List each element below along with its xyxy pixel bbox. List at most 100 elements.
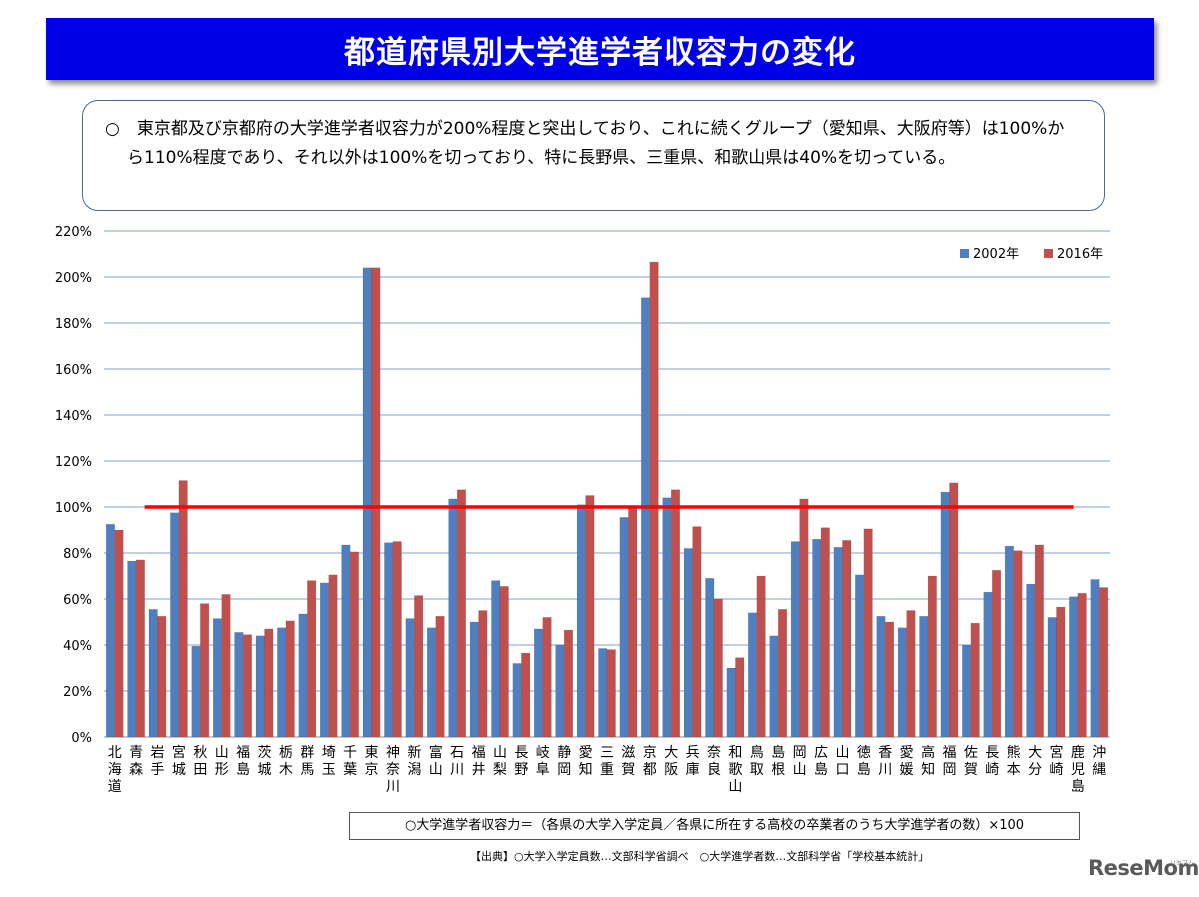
legend-label-1: 2016年	[1057, 247, 1103, 262]
y-tick-label: 20%	[63, 685, 92, 700]
bar-2002-44	[1047, 617, 1057, 738]
bar-2002-15	[426, 627, 437, 738]
bar-2002-6	[234, 632, 244, 738]
x-category-label: 富山	[429, 744, 443, 778]
x-category-label: 山梨	[493, 745, 507, 778]
x-category-label: 福島	[236, 745, 250, 778]
bar-2016-31	[777, 609, 788, 738]
bar-2016-41	[992, 570, 1002, 738]
x-category-label: 山口	[835, 745, 849, 778]
bar-2016-24	[628, 506, 638, 738]
x-category-label: 鳥取	[750, 745, 764, 778]
x-category-label: 徳島	[857, 745, 871, 778]
y-tick-label: 80%	[63, 547, 92, 562]
bar-2016-33	[820, 527, 830, 738]
bar-2016-15	[435, 616, 445, 738]
bar-2002-40	[962, 644, 972, 738]
bar-2016-16	[456, 489, 466, 738]
x-category-label: 東京	[365, 745, 379, 778]
bar-2002-7	[255, 635, 265, 738]
bar-2002-26	[662, 497, 672, 738]
bar-2002-23	[598, 648, 608, 738]
bar-2016-34	[842, 540, 852, 738]
bar-2016-1	[135, 559, 145, 738]
bar-2002-14	[405, 618, 415, 738]
bar-2002-31	[769, 635, 779, 738]
legend-swatch-0	[960, 249, 969, 258]
x-category-label: 岡山	[793, 745, 807, 778]
x-category-label: 岐阜	[536, 745, 550, 778]
resemom-logo: ReseMom	[1088, 856, 1199, 880]
x-category-label: 群馬	[300, 745, 314, 778]
bar-2002-17	[469, 621, 479, 738]
x-category-label: 愛知	[579, 745, 593, 778]
x-category-label: 宮城	[172, 745, 186, 778]
bar-2016-22	[585, 495, 595, 738]
legend: 2002年 2016年	[960, 247, 1103, 262]
y-tick-label: 40%	[63, 639, 92, 654]
bar-2002-16	[448, 498, 458, 738]
bar-2016-37	[906, 610, 916, 738]
bar-2016-29	[735, 657, 745, 738]
x-category-label: 静岡	[557, 745, 571, 778]
x-category-label: 栃木	[279, 745, 293, 778]
bar-2016-0	[114, 529, 124, 738]
x-category-label: 兵庫	[686, 745, 700, 778]
x-category-label: 鹿児島	[1071, 744, 1085, 795]
x-category-label: 千葉	[343, 745, 357, 778]
bar-2002-3	[170, 512, 180, 738]
bar-2002-18	[491, 580, 501, 738]
bar-2016-7	[264, 628, 274, 738]
bar-2016-38	[927, 575, 937, 738]
bar-2016-28	[713, 598, 723, 738]
x-category-label: 大阪	[664, 745, 678, 778]
bar-2016-2	[157, 616, 167, 738]
bar-2016-46	[1099, 587, 1109, 738]
y-tick-label: 200%	[55, 271, 92, 286]
bar-2002-24	[619, 517, 629, 738]
bars	[105, 261, 1109, 738]
x-category-label: 福岡	[942, 745, 956, 778]
bar-2002-38	[919, 616, 929, 738]
y-tick-label: 120%	[55, 455, 92, 470]
bar-2016-20	[542, 617, 552, 738]
bar-2016-39	[949, 482, 959, 738]
bar-2016-9	[307, 580, 317, 738]
bar-2016-42	[1013, 550, 1023, 738]
bar-2002-19	[512, 663, 522, 738]
bar-2002-0	[105, 524, 115, 738]
x-category-label: 新潟	[407, 745, 421, 778]
bar-2002-43	[1026, 583, 1036, 738]
bar-2002-41	[983, 591, 993, 738]
bar-2002-20	[533, 628, 544, 738]
bar-2002-1	[127, 560, 137, 738]
bar-2002-21	[555, 644, 565, 738]
x-category-label: 広島	[814, 745, 828, 778]
bar-2016-6	[242, 634, 252, 738]
bar-2016-17	[478, 610, 488, 738]
bar-2016-26	[670, 489, 681, 738]
page-title: 都道府県別大学進学者収容力の変化	[344, 34, 856, 71]
bar-2016-23	[606, 649, 616, 738]
bar-2016-36	[885, 621, 895, 738]
bar-2002-5	[212, 618, 222, 738]
x-category-label: 北海道	[108, 745, 122, 795]
x-category-label: 島根	[771, 745, 785, 778]
bar-2016-14	[414, 595, 424, 738]
bar-2002-9	[298, 613, 308, 738]
x-axis-labels: 北海道青森岩手宮城秋田山形福島茨城栃木群馬埼玉千葉東京神奈川新潟富山石川福井山梨…	[108, 744, 1107, 795]
bar-2016-11	[349, 551, 359, 738]
bar-2002-13	[384, 542, 394, 738]
x-category-label: 秋田	[193, 745, 207, 778]
bar-2002-33	[812, 538, 822, 738]
bar-2002-32	[790, 541, 800, 738]
bar-2016-43	[1034, 544, 1044, 738]
bar-2002-27	[683, 548, 693, 738]
bar-2016-30	[756, 575, 766, 738]
y-tick-label: 0%	[71, 731, 92, 746]
resemom-logo-small: リセマム	[1170, 860, 1195, 867]
x-category-label: 和歌山	[728, 745, 742, 795]
y-tick-label: 60%	[63, 593, 92, 608]
title-bar: 都道府県別大学進学者収容力の変化	[46, 18, 1154, 80]
x-category-label: 神奈川	[386, 745, 400, 795]
